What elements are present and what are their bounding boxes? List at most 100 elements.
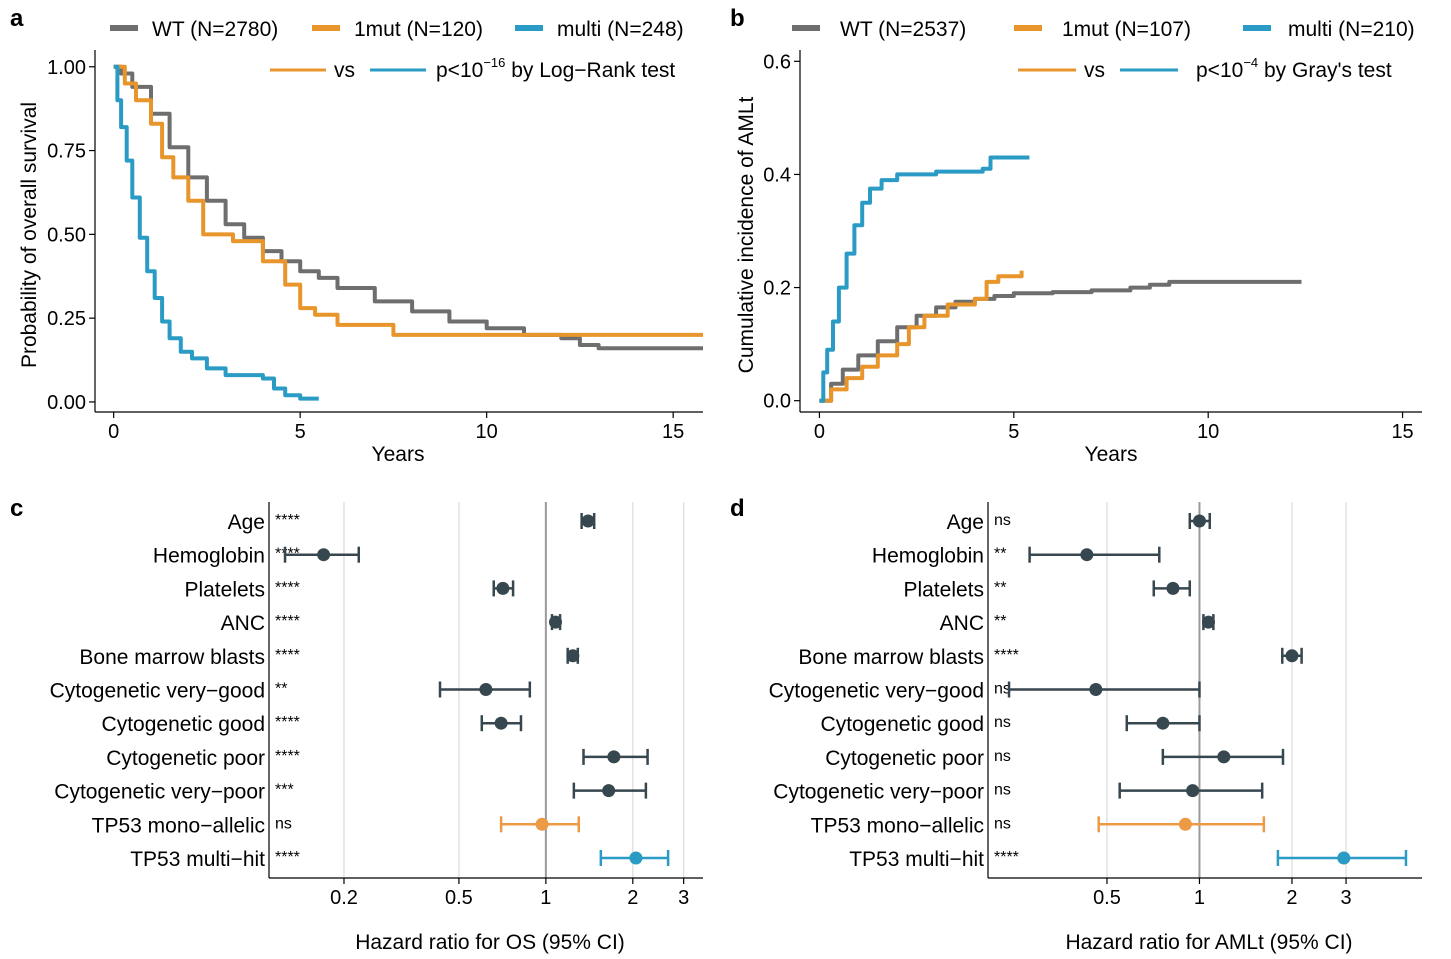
- covariate-label: Hemoglobin: [872, 545, 984, 568]
- significance-label: ****: [275, 849, 300, 866]
- significance-label: ****: [275, 613, 300, 630]
- legend-label-multi: multi (N=210): [1288, 18, 1415, 41]
- significance-label: **: [275, 681, 287, 698]
- covariate-label: Hemoglobin: [153, 545, 265, 568]
- panel-b-letter: b: [730, 5, 745, 32]
- covariate-label: ANC: [221, 612, 265, 635]
- covariate-label: Cytogenetic poor: [825, 747, 984, 770]
- x-tick-label: 0.5: [445, 887, 473, 909]
- annotation-vs: vs: [334, 59, 355, 82]
- x-tick-label: 2: [627, 887, 638, 909]
- significance-label: **: [994, 613, 1006, 630]
- significance-label: ****: [275, 714, 300, 731]
- hazard-ratio-point: [317, 548, 331, 562]
- x-tick-label: 1: [1194, 887, 1205, 909]
- x-tick-label: 3: [1340, 887, 1351, 909]
- curve-mono: [113, 64, 703, 337]
- significance-label: ns: [994, 714, 1011, 731]
- significance-label: ****: [994, 647, 1019, 664]
- panel-b-pvalue-annotation: vs p<10−4 by Gray's test: [1018, 55, 1392, 82]
- x-tick-label: 10: [476, 421, 498, 443]
- panel-d-letter: d: [730, 495, 745, 522]
- x-tick-label: 5: [295, 421, 306, 443]
- hazard-ratio-point: [1089, 683, 1103, 696]
- legend-label-wt: WT (N=2537): [840, 18, 966, 41]
- x-tick-label: 0.2: [330, 887, 358, 909]
- curve-mono: [819, 270, 1024, 403]
- hazard-ratio-point: [1337, 851, 1351, 865]
- covariate-label: Age: [947, 511, 984, 534]
- x-tick-label: 2: [1286, 887, 1297, 909]
- covariate-label: TP53 mono−allelic: [811, 814, 984, 837]
- hazard-ratio-point: [479, 683, 493, 696]
- covariate-label: Bone marrow blasts: [79, 646, 265, 669]
- significance-label: ****: [275, 647, 300, 664]
- panel-b-x-title: Years: [1085, 443, 1138, 466]
- y-tick-label: 0.2: [763, 278, 791, 300]
- covariate-label: Cytogenetic very−good: [50, 680, 265, 703]
- panel-d-x-title: Hazard ratio for AMLt (95% CI): [1065, 931, 1352, 954]
- significance-label: ns: [994, 782, 1011, 799]
- hazard-ratio-point: [1080, 548, 1094, 562]
- hazard-ratio-point: [1285, 649, 1299, 663]
- panel-a-x-title: Years: [372, 443, 425, 466]
- x-tick-label: 1: [540, 887, 551, 909]
- panel-a-letter: a: [10, 5, 24, 32]
- panel-a-y-title: Probability of overall survival: [18, 102, 41, 368]
- significance-label: ****: [275, 748, 300, 765]
- covariate-label: Cytogenetic poor: [106, 747, 265, 770]
- x-tick-label: 5: [1008, 421, 1019, 443]
- panel-a: a Years Probability of overall survival …: [10, 5, 703, 466]
- covariate-label: ANC: [940, 612, 984, 635]
- y-tick-label: 0.0: [763, 391, 791, 413]
- panel-a-legend: WT (N=2780) 1mut (N=120) multi (N=248): [110, 18, 684, 41]
- hazard-ratio-point: [607, 750, 621, 764]
- panel-b-legend: WT (N=2537) 1mut (N=107) multi (N=210): [792, 18, 1415, 41]
- significance-label: ns: [994, 748, 1011, 765]
- hazard-ratio-point: [1178, 817, 1192, 831]
- hazard-ratio-point: [549, 615, 563, 629]
- hazard-ratio-point: [566, 649, 580, 663]
- covariate-label: Cytogenetic very−poor: [773, 781, 984, 804]
- panel-a-pvalue-annotation: vs p<10−16 by Log−Rank test: [270, 55, 675, 82]
- x-tick-label: 0: [108, 421, 119, 443]
- panel-b: b Years Cumulative incidence of AMLt 0 5 1…: [730, 5, 1422, 466]
- covariate-label: TP53 multi−hit: [130, 848, 265, 871]
- covariate-label: Cytogenetic good: [821, 713, 984, 736]
- legend-label-wt: WT (N=2780): [152, 18, 278, 41]
- x-tick-label: 10: [1197, 421, 1219, 443]
- significance-label: ***: [275, 782, 294, 799]
- hazard-ratio-point: [1217, 750, 1231, 764]
- hazard-ratio-point: [1186, 784, 1200, 798]
- legend-label-1mut: 1mut (N=120): [354, 18, 483, 41]
- covariate-label: Platelets: [903, 578, 984, 601]
- x-tick-label: 0: [814, 421, 825, 443]
- hazard-ratio-point: [1156, 716, 1170, 730]
- significance-label: ns: [994, 512, 1011, 529]
- covariate-label: Age: [228, 511, 265, 534]
- y-tick-label: 0.50: [47, 224, 86, 246]
- hazard-ratio-point: [1201, 615, 1215, 629]
- curve-multi: [113, 64, 319, 401]
- covariate-label: Platelets: [184, 578, 265, 601]
- x-tick-label: 15: [1391, 421, 1413, 443]
- y-tick-label: 0.25: [47, 308, 86, 330]
- hazard-ratio-point: [1166, 581, 1180, 595]
- y-tick-label: 0.00: [47, 392, 86, 414]
- covariate-label: Cytogenetic very−good: [769, 680, 984, 703]
- covariate-label: TP53 mono−allelic: [92, 814, 265, 837]
- x-tick-label: 0.5: [1093, 887, 1121, 909]
- significance-label: ****: [275, 512, 300, 529]
- hazard-ratio-point: [581, 514, 595, 528]
- x-tick-label: 15: [662, 421, 684, 443]
- significance-label: ns: [994, 681, 1011, 698]
- significance-label: ****: [994, 849, 1019, 866]
- y-tick-label: 0.4: [763, 164, 791, 186]
- legend-label-multi: multi (N=248): [557, 18, 684, 41]
- significance-label: ns: [275, 815, 292, 832]
- hazard-ratio-point: [602, 784, 616, 798]
- significance-label: **: [994, 546, 1006, 563]
- covariate-label: TP53 multi−hit: [849, 848, 984, 871]
- panel-c-x-title: Hazard ratio for OS (95% CI): [355, 931, 625, 954]
- hazard-ratio-point: [494, 716, 508, 730]
